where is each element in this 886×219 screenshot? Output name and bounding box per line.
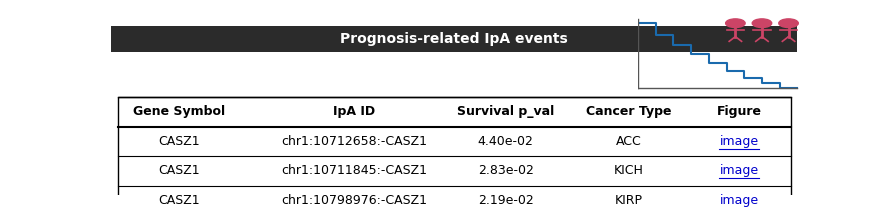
- Text: CASZ1: CASZ1: [159, 164, 200, 177]
- Text: Survival p_val: Survival p_val: [457, 105, 555, 118]
- FancyBboxPatch shape: [111, 26, 797, 52]
- Text: CASZ1: CASZ1: [159, 194, 200, 207]
- Text: chr1:10712658:-CASZ1: chr1:10712658:-CASZ1: [282, 135, 428, 148]
- Circle shape: [726, 19, 745, 28]
- Text: Cancer Type: Cancer Type: [587, 105, 672, 118]
- Circle shape: [752, 19, 772, 28]
- Text: Prognosis-related IpA events: Prognosis-related IpA events: [340, 32, 568, 46]
- Text: IpA ID: IpA ID: [333, 105, 376, 118]
- Text: 2.19e-02: 2.19e-02: [478, 194, 533, 207]
- Text: chr1:10711845:-CASZ1: chr1:10711845:-CASZ1: [282, 164, 428, 177]
- Text: CASZ1: CASZ1: [159, 135, 200, 148]
- Text: KICH: KICH: [614, 164, 644, 177]
- Circle shape: [779, 19, 798, 28]
- Text: image: image: [719, 194, 758, 207]
- Text: Gene Symbol: Gene Symbol: [134, 105, 225, 118]
- Bar: [118, 97, 790, 219]
- Text: image: image: [719, 164, 758, 177]
- Text: KIRP: KIRP: [615, 194, 643, 207]
- Text: chr1:10798976:-CASZ1: chr1:10798976:-CASZ1: [282, 194, 428, 207]
- Text: image: image: [719, 135, 758, 148]
- Text: 2.83e-02: 2.83e-02: [478, 164, 533, 177]
- Text: Figure: Figure: [717, 105, 762, 118]
- Text: 4.40e-02: 4.40e-02: [478, 135, 533, 148]
- Text: ACC: ACC: [617, 135, 642, 148]
